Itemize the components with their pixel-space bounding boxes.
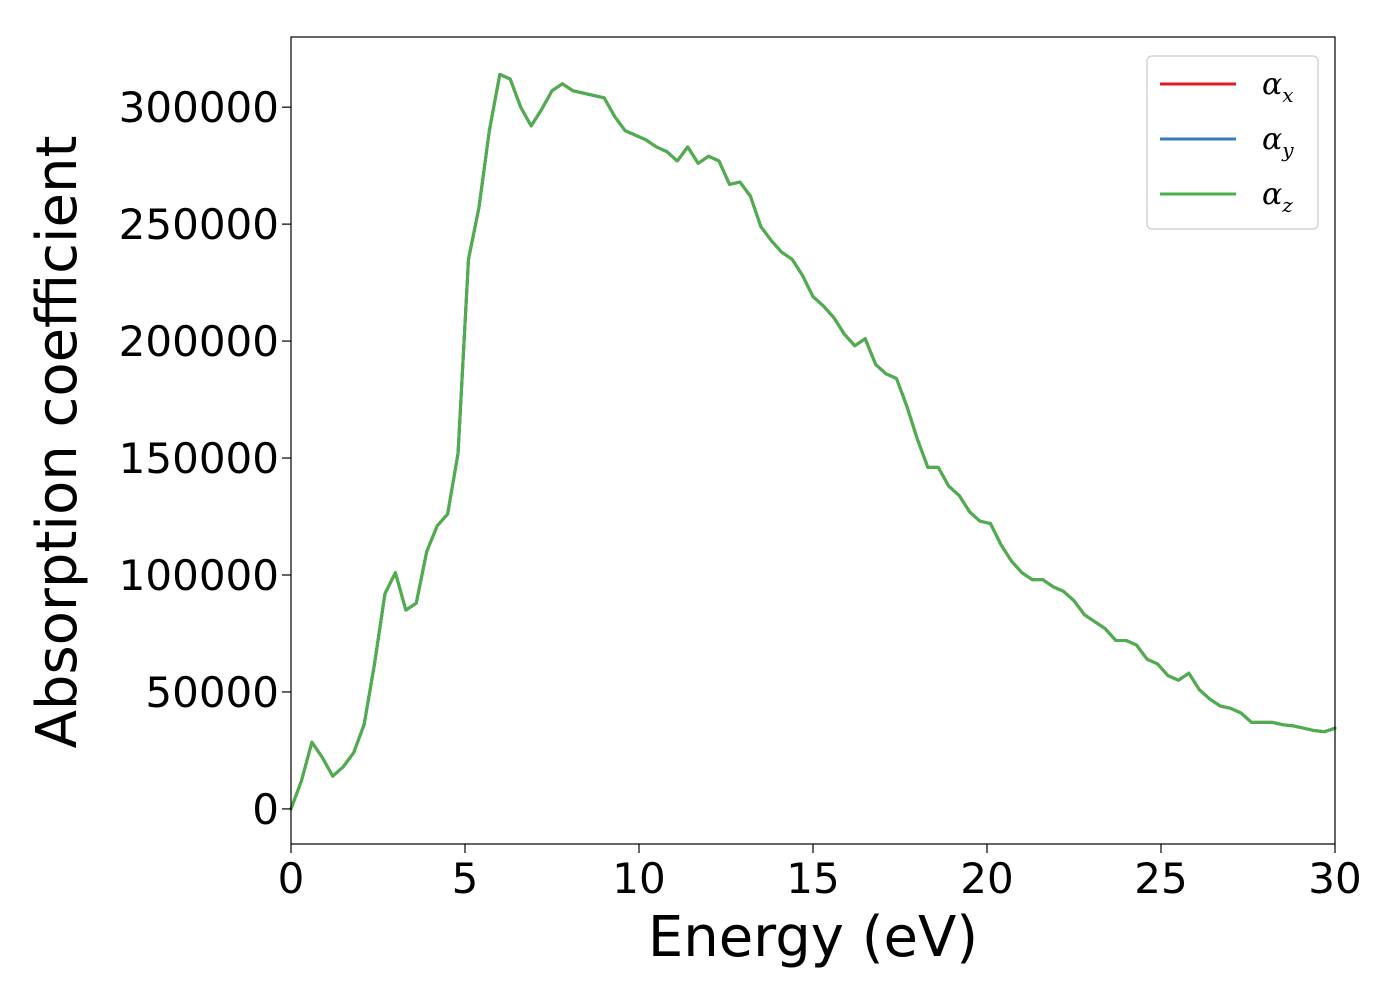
x-tick-label: 0 — [278, 854, 305, 903]
x-tick-label: 25 — [1134, 854, 1187, 903]
y-axis-label: Absorption coefficient — [25, 136, 90, 749]
y-tick-label: 250000 — [119, 200, 279, 249]
y-tick-label: 100000 — [119, 551, 279, 600]
legend-label-3: αz — [1262, 177, 1293, 217]
y-tick-label: 0 — [252, 785, 279, 834]
y-tick-label: 150000 — [119, 434, 279, 483]
x-axis-label: Energy (eV) — [648, 905, 978, 970]
series-layer — [289, 72, 1337, 811]
legend: αx αy αz — [1146, 55, 1319, 230]
legend-box — [1146, 55, 1319, 230]
x-axis-ticks: 0 5 10 15 20 25 30 — [278, 844, 1362, 903]
legend-label-2: αy — [1262, 122, 1294, 162]
x-tick-label: 20 — [960, 854, 1013, 903]
series-line-3 — [289, 72, 1337, 811]
y-tick-label: 200000 — [119, 317, 279, 366]
y-tick-label: 50000 — [145, 668, 279, 717]
x-tick-label: 10 — [612, 854, 665, 903]
y-tick-label: 300000 — [119, 83, 279, 132]
y-axis-ticks: 0 50000 100000 150000 200000 250000 300000 — [119, 83, 291, 834]
x-tick-label: 5 — [452, 854, 479, 903]
x-tick-label: 15 — [786, 854, 839, 903]
legend-label-1: αx — [1262, 67, 1294, 107]
x-tick-label: 30 — [1308, 854, 1361, 903]
